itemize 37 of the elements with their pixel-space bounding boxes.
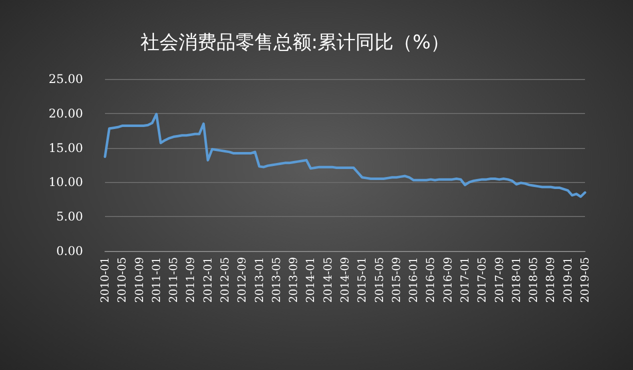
x-tick-label: 2013-01 [252,257,266,303]
x-tick-label: 2014-01 [304,257,318,303]
x-tick-label: 2018-09 [544,257,558,303]
x-tick-label: 2012-01 [201,257,214,303]
x-tick-label: 2017-01 [458,257,472,303]
x-tick-label: 2012-05 [218,257,232,303]
y-tick-label: 20.00 [48,106,83,120]
x-tick-label: 2010-09 [132,257,146,303]
x-tick-label: 2017-09 [492,257,506,303]
x-tick-label: 2014-05 [321,257,334,303]
x-tick-label: 2013-09 [287,257,300,303]
y-tick-label: 15.00 [48,140,83,155]
y-tick-label: 10.00 [48,175,83,190]
x-tick-label: 2018-01 [510,257,523,303]
x-tick-label: 2012-09 [236,257,249,303]
x-tick-label: 2014-09 [338,257,352,303]
x-tick-label: 2016-09 [441,257,454,303]
y-tick-label: 25.00 [48,72,83,86]
x-tick-label: 2015-05 [372,257,386,303]
x-tick-label: 2019-05 [578,257,592,303]
y-tick-label: 5.00 [56,210,83,224]
x-tick-label: 2015-09 [390,257,403,303]
x-tick-label: 2011-05 [167,257,180,303]
x-tick-label: 2010-01 [98,257,112,303]
x-tick-label: 2015-01 [356,257,369,303]
chart-title: 社会消费品零售总额:累计同比（%） [140,32,450,54]
x-tick-label: 2017-05 [476,257,489,303]
x-tick-label: 2011-01 [150,257,163,303]
x-tick-label: 2013-05 [270,257,283,303]
line-series [104,112,586,198]
y-tick-label: 0.00 [56,244,83,258]
x-tick-label: 2011-09 [184,257,198,303]
x-tick-label: 2016-05 [424,257,438,303]
x-tick-label: 2016-01 [407,257,420,303]
x-tick-label: 2018-05 [527,257,540,303]
x-tick-label: 2010-05 [116,257,129,303]
x-tick-label: 2019-01 [561,257,574,303]
